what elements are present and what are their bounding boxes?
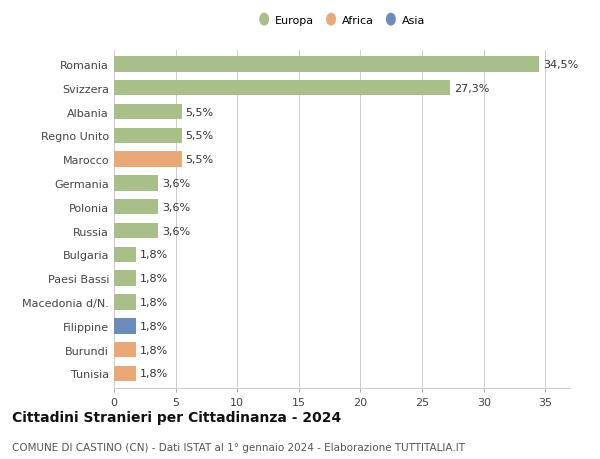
Text: COMUNE DI CASTINO (CN) - Dati ISTAT al 1° gennaio 2024 - Elaborazione TUTTITALIA: COMUNE DI CASTINO (CN) - Dati ISTAT al 1… xyxy=(12,442,465,452)
Bar xyxy=(114,319,136,334)
Text: 1,8%: 1,8% xyxy=(140,369,168,379)
Bar xyxy=(114,247,136,263)
Text: 5,5%: 5,5% xyxy=(185,107,214,117)
Bar xyxy=(114,81,451,96)
Bar xyxy=(114,105,182,120)
Text: Cittadini Stranieri per Cittadinanza - 2024: Cittadini Stranieri per Cittadinanza - 2… xyxy=(12,411,341,425)
Text: 1,8%: 1,8% xyxy=(140,250,168,260)
Bar xyxy=(114,224,158,239)
Bar xyxy=(114,176,158,191)
Bar xyxy=(114,152,182,168)
Text: 3,6%: 3,6% xyxy=(162,202,190,212)
Text: 1,8%: 1,8% xyxy=(140,345,168,355)
Text: 34,5%: 34,5% xyxy=(543,60,578,70)
Bar xyxy=(114,342,136,358)
Text: 1,8%: 1,8% xyxy=(140,274,168,284)
Text: 3,6%: 3,6% xyxy=(162,179,190,189)
Text: 1,8%: 1,8% xyxy=(140,297,168,308)
Bar xyxy=(114,129,182,144)
Legend: Europa, Africa, Asia: Europa, Africa, Asia xyxy=(256,12,428,29)
Text: 5,5%: 5,5% xyxy=(185,155,214,165)
Bar xyxy=(114,366,136,381)
Bar xyxy=(114,200,158,215)
Bar xyxy=(114,57,539,73)
Text: 5,5%: 5,5% xyxy=(185,131,214,141)
Bar xyxy=(114,271,136,286)
Text: 1,8%: 1,8% xyxy=(140,321,168,331)
Text: 3,6%: 3,6% xyxy=(162,226,190,236)
Text: 27,3%: 27,3% xyxy=(454,84,490,94)
Bar xyxy=(114,295,136,310)
